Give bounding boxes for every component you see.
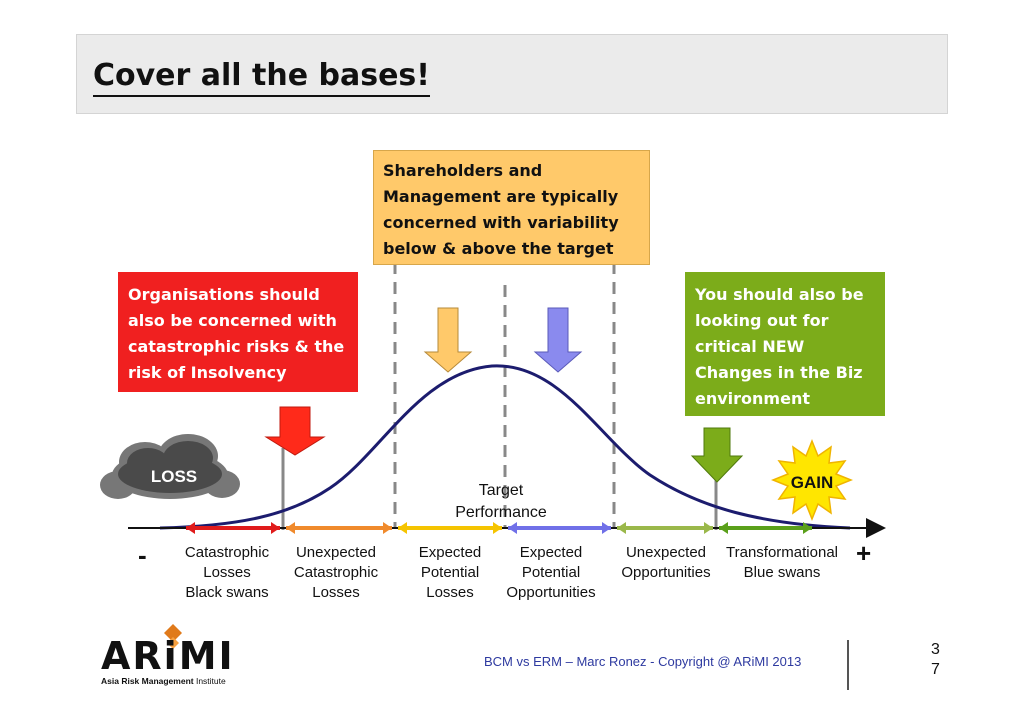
page-number: 3 7 xyxy=(931,641,940,678)
loss-cloud-icon xyxy=(100,434,240,499)
callout-line: looking out for xyxy=(695,311,829,330)
organisations-callout: Organisations should also be concerned w… xyxy=(118,272,358,392)
category-label-expected-losses: Expected Potential Losses xyxy=(418,544,482,601)
gain-starburst-icon xyxy=(770,438,854,522)
callout-line: environment xyxy=(695,389,810,408)
orange-down-arrow xyxy=(423,307,473,373)
new-changes-callout: You should also be looking out for criti… xyxy=(685,272,885,416)
callout-line: catastrophic risks & the xyxy=(128,337,345,356)
gain-label: GAIN xyxy=(791,473,834,492)
callout-line: Changes in the Biz xyxy=(695,363,863,382)
category-label-unexpected-losses: Unexpected Catastrophic Losses xyxy=(293,544,379,601)
callout-line: Organisations should xyxy=(128,285,320,304)
axis-minus-sign: - xyxy=(138,540,147,570)
callout-line: also be concerned with xyxy=(128,311,337,330)
arimi-logo-subtitle: Asia Risk Management Institute xyxy=(101,676,226,686)
callout-line: critical NEW xyxy=(695,337,805,356)
category-label-unexpected-opportunities: Unexpected Opportunities xyxy=(621,544,711,581)
range-segment-transformational xyxy=(719,522,812,534)
target-label-line1: Target xyxy=(479,482,524,499)
green-down-arrow xyxy=(690,427,744,483)
title-bar: Cover all the bases! xyxy=(76,34,948,114)
callout-line: concerned with variability xyxy=(383,213,619,232)
range-segment-expected-opportunities xyxy=(508,522,611,534)
footer-copyright: BCM vs ERM – Marc Ronez - Copyright @ AR… xyxy=(484,654,802,669)
category-label-expected-opportunities: Expected Potential Opportunities xyxy=(506,544,596,601)
shareholders-callout: Shareholders and Management are typicall… xyxy=(373,150,650,265)
bell-curve xyxy=(159,364,851,530)
red-down-arrow xyxy=(264,406,326,456)
callout-line: Shareholders and xyxy=(383,161,543,180)
slide-title: Cover all the bases! xyxy=(93,57,430,97)
loss-label: LOSS xyxy=(151,467,197,486)
callout-line: Management are typically xyxy=(383,187,619,206)
range-segment-expected-losses xyxy=(398,522,502,534)
callout-line: below & above the target xyxy=(383,239,614,258)
axis-plus-sign: + xyxy=(856,538,872,568)
blue-down-arrow xyxy=(533,307,583,373)
arimi-logo: ARiMI xyxy=(101,634,235,678)
category-label-catastrophic: Catastrophic Losses Black swans xyxy=(184,544,270,601)
target-label-line2: Performance xyxy=(455,504,547,521)
callout-line: You should also be xyxy=(695,285,864,304)
range-segment-catastrophic xyxy=(186,522,280,534)
range-segment-unexpected-opportunities xyxy=(617,522,713,534)
arimi-logo-diamond-icon xyxy=(164,624,182,649)
callout-line: risk of Insolvency xyxy=(128,363,287,382)
category-label-transformational: Transformational Blue swans xyxy=(726,544,838,581)
range-segment-unexpected-losses xyxy=(286,522,392,534)
